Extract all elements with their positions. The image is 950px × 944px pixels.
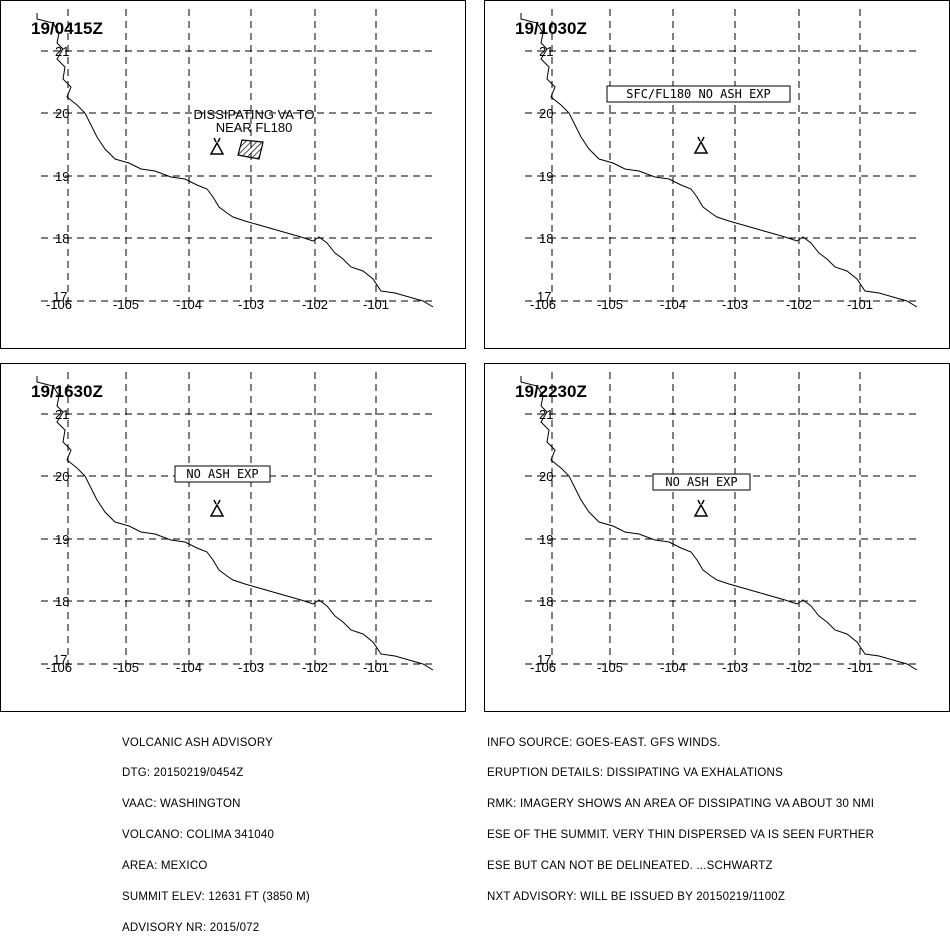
lon-tick-label: -103 [722, 297, 748, 312]
lon-tick-label: -101 [847, 660, 873, 675]
advisory-line: VAAC: WASHINGTON [122, 798, 241, 811]
lat-tick-label: 21 [55, 44, 69, 59]
advisory-line: VOLCANO: COLIMA 341040 [122, 829, 275, 842]
panel-timestamp: 19/1030Z [515, 19, 587, 38]
advisory-line: ADVISORY NR: 2015/072 [122, 921, 260, 934]
lat-tick-label: 20 [539, 106, 553, 121]
lat-tick-label: 18 [539, 231, 553, 246]
lat-tick-label: 17 [537, 289, 551, 304]
volcano-icon [693, 136, 709, 154]
lat-tick-label: 17 [53, 289, 67, 304]
lat-tick-label: 17 [53, 652, 67, 667]
lon-tick-label: -105 [597, 660, 623, 675]
lon-tick-label: -105 [597, 297, 623, 312]
lat-tick-label: 20 [539, 469, 553, 484]
panel-timestamp: 19/0415Z [31, 19, 103, 38]
map-panel-2: 21 20 19 18 17 -106 -105 -104 -103 -102 -101 19/103… [484, 0, 950, 349]
volcano-icon [693, 499, 709, 517]
ash-annotation: DISSIPATING VA TO [194, 107, 315, 122]
advisory-line: INFO SOURCE: GOES-EAST. GFS WINDS. [487, 736, 721, 749]
ash-annotation-box [174, 465, 271, 483]
lon-tick-label: -102 [786, 660, 812, 675]
lat-tick-label: 18 [55, 594, 69, 609]
lat-tick-label: 18 [55, 231, 69, 246]
lon-tick-label: -104 [176, 660, 202, 675]
volcano-icon [209, 137, 225, 155]
advisory-line: VOLCANIC ASH ADVISORY [122, 736, 273, 749]
lon-tick-label: -106 [46, 297, 72, 312]
lon-tick-label: -102 [302, 297, 328, 312]
lat-tick-label: 18 [539, 594, 553, 609]
advisory-line: ESE BUT CAN NOT BE DELINEATED. ...SCHWAR… [487, 860, 773, 873]
lon-tick-label: -103 [238, 660, 264, 675]
ash-annotation-box [606, 85, 791, 103]
advisory-line: SUMMIT ELEV: 12631 FT (3850 M) [122, 891, 310, 904]
grid-lines [41, 9, 437, 309]
grid-lines [525, 9, 921, 309]
coastline [520, 376, 918, 671]
ash-annotation: SFC/FL180 NO ASH EXP [626, 87, 771, 101]
map-panel-1: 21 20 19 18 17 -106 -105 -104 -103 -102 -101 19/041… [0, 0, 466, 349]
advisory-line: ESE OF THE SUMMIT. VERY THIN DISPERSED V… [487, 829, 875, 842]
advisory-line: DTG: 20150219/0454Z [122, 767, 244, 780]
lon-tick-label: -101 [363, 297, 389, 312]
lon-tick-label: -105 [113, 297, 139, 312]
grid-lines [41, 372, 437, 672]
lon-tick-label: -104 [660, 660, 686, 675]
lon-tick-label: -102 [786, 297, 812, 312]
ash-cloud-polygon [237, 139, 264, 160]
advisory-line: NXT ADVISORY: WILL BE ISSUED BY 20150219… [487, 891, 786, 904]
lon-tick-label: -101 [847, 297, 873, 312]
volcano-icon [209, 499, 225, 517]
advisory-line: RMK: IMAGERY SHOWS AN AREA OF DISSIPATIN… [487, 798, 875, 811]
lon-tick-label: -106 [46, 660, 72, 675]
lat-tick-label: 20 [55, 469, 69, 484]
coastline [36, 376, 434, 671]
lon-tick-label: -101 [363, 660, 389, 675]
lon-tick-label: -104 [660, 297, 686, 312]
advisory-line: ERUPTION DETAILS: DISSIPATING VA EXHALAT… [487, 767, 783, 780]
lon-tick-label: -106 [530, 297, 556, 312]
advisory-left-block: VOLCANIC ASH ADVISORY DTG: 20150219/0454… [122, 717, 310, 944]
lon-tick-label: -102 [302, 660, 328, 675]
lat-tick-label: 19 [539, 169, 553, 184]
map-svg-4: 21 20 19 18 17-106 -105 -104 -103 -102 -101 19/223… [515, 372, 921, 675]
advisory-line: AREA: MEXICO [122, 860, 208, 873]
map-svg-2: 21 20 19 18 17-106 -105 -104 -103 -102 -101 19/103… [515, 9, 921, 312]
lat-tick-label: 21 [55, 407, 69, 422]
map-svg-3: 21 20 19 18 17-106 -105 -104 -103 -102 -101 19/163… [31, 372, 437, 675]
map-panel-4: 21 20 19 18 17 -106 -105 -104 -103 -102 -101 19/223… [484, 363, 950, 712]
panel-timestamp: 19/2230Z [515, 382, 587, 401]
lat-tick-label: 19 [539, 532, 553, 547]
grid-lines [525, 372, 921, 672]
panel-timestamp: 19/1630Z [31, 382, 103, 401]
advisory-right-block: INFO SOURCE: GOES-EAST. GFS WINDS. ERUPT… [487, 717, 874, 913]
coastline [520, 13, 918, 308]
lon-tick-label: -104 [176, 297, 202, 312]
lon-tick-label: -103 [722, 660, 748, 675]
lon-tick-label: -106 [530, 660, 556, 675]
ash-annotation-box [652, 473, 751, 491]
lat-tick-label: 20 [55, 106, 69, 121]
lat-tick-label: 21 [539, 44, 553, 59]
lat-tick-label: 19 [55, 532, 69, 547]
lat-tick-label: 21 [539, 407, 553, 422]
ash-annotation: NEAR FL180 [216, 120, 293, 135]
ash-annotation: NO ASH EXP [186, 467, 258, 481]
map-svg-1: 21 20 19 18 17-106 -105 -104 -103 -102 -101 19/041… [31, 9, 437, 312]
lon-tick-label: -105 [113, 660, 139, 675]
lat-tick-label: 19 [55, 169, 69, 184]
coastline [36, 13, 434, 308]
map-panel-3: 21 20 19 18 17 -106 -105 -104 -103 -102 -101 19/163… [0, 363, 466, 712]
lat-tick-label: 17 [537, 652, 551, 667]
ash-annotation: NO ASH EXP [665, 475, 737, 489]
lon-tick-label: -103 [238, 297, 264, 312]
